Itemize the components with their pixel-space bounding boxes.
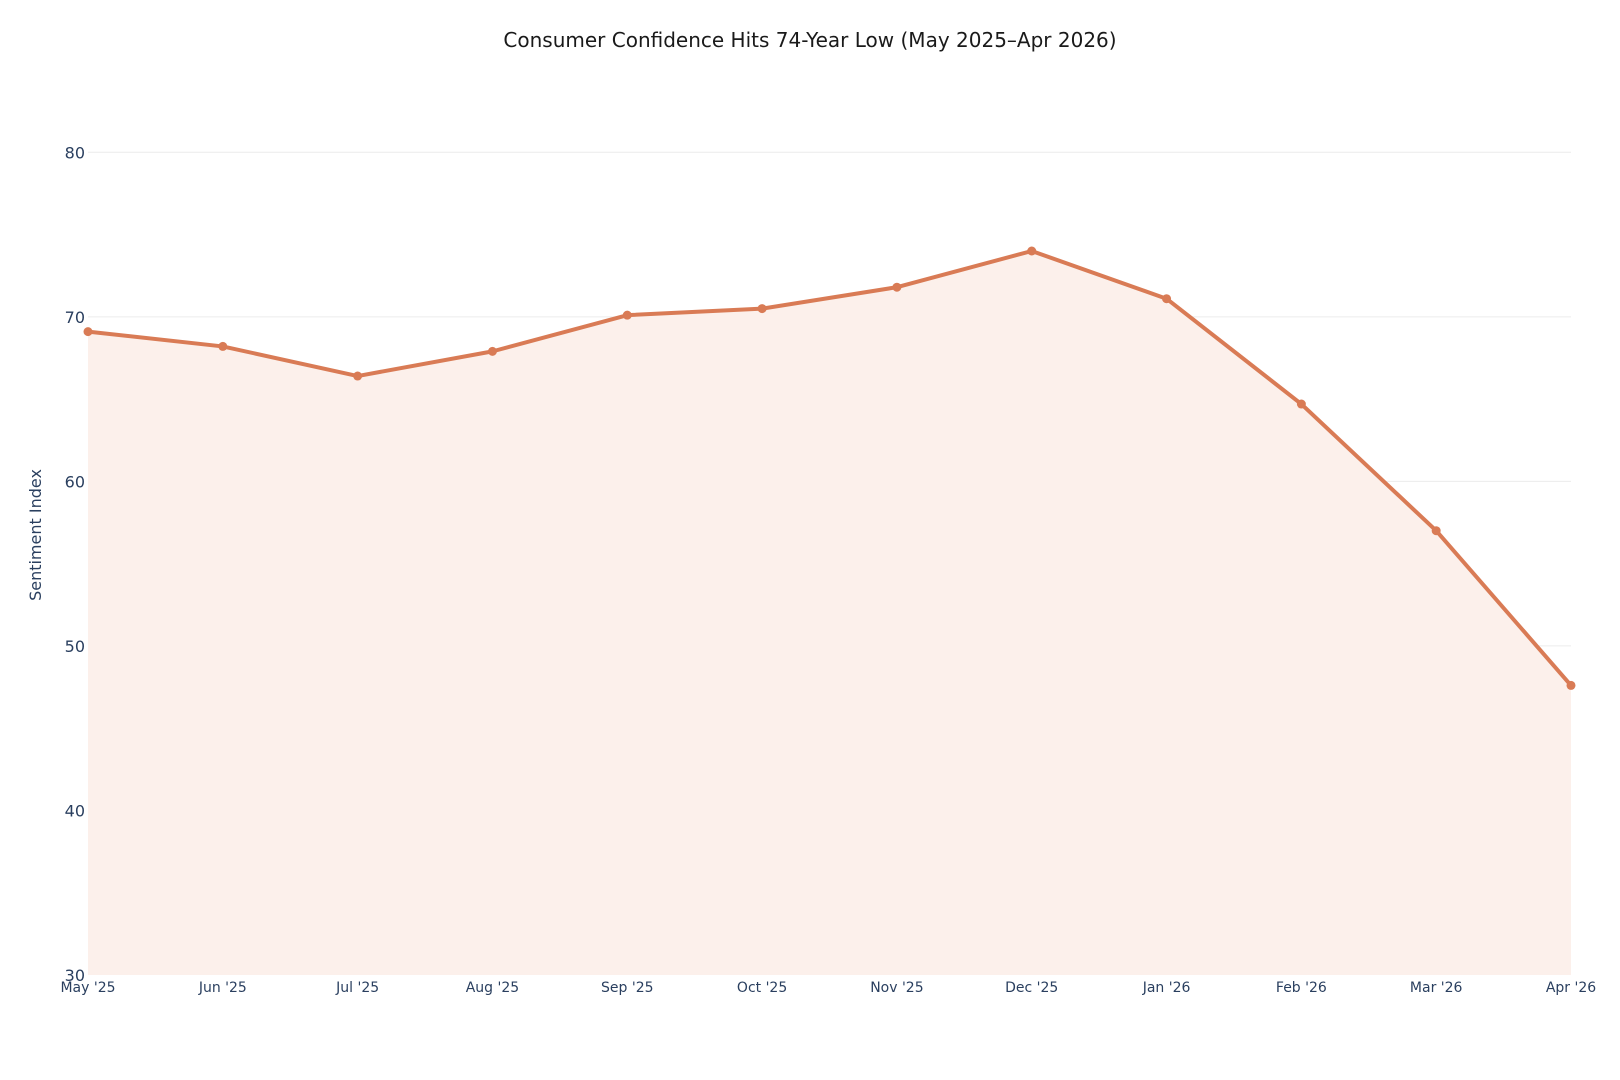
x-tick-label: May '25 — [60, 980, 115, 996]
y-tick-label: 50 — [65, 637, 85, 656]
data-point — [1027, 246, 1037, 256]
series-line — [86, 249, 1573, 688]
area-fill — [88, 251, 1571, 975]
data-point — [892, 282, 902, 292]
x-tick-label: Jul '25 — [335, 980, 379, 996]
data-point — [757, 304, 767, 314]
y-axis-ticks: 30 40 50 60 70 80 — [65, 143, 85, 985]
x-tick-label: Nov '25 — [870, 980, 923, 996]
data-point — [1296, 399, 1306, 409]
x-tick-label: Feb '26 — [1276, 980, 1327, 996]
y-tick-label: 60 — [65, 472, 85, 491]
x-tick-label: Mar '26 — [1410, 980, 1463, 996]
x-tick-label: Sep '25 — [601, 980, 654, 996]
x-axis-ticks: May '25 Jun '25 Jul '25 Aug '25 Sep '25 Oct '… — [60, 980, 1596, 996]
data-point — [83, 327, 93, 337]
data-point — [487, 346, 497, 356]
data-point — [1566, 680, 1576, 690]
x-tick-label: Aug '25 — [466, 980, 519, 996]
x-tick-label: Oct '25 — [737, 980, 787, 996]
chart-title: Consumer Confidence Hits 74-Year Low (Ma… — [503, 28, 1116, 52]
y-tick-label: 40 — [65, 801, 85, 820]
y-axis-label: Sentiment Index — [26, 469, 45, 601]
data-point — [622, 310, 632, 320]
data-points — [83, 246, 1576, 690]
x-tick-label: Jun '25 — [198, 980, 247, 996]
x-tick-label: Dec '25 — [1005, 980, 1058, 996]
y-tick-label: 80 — [65, 143, 85, 162]
x-tick-label: Jan '26 — [1142, 980, 1191, 996]
data-point — [353, 371, 363, 381]
y-tick-label: 30 — [65, 966, 85, 985]
data-point — [1162, 294, 1172, 304]
y-tick-label: 70 — [65, 308, 85, 327]
x-tick-label: Apr '26 — [1546, 980, 1596, 996]
data-point — [1431, 526, 1441, 536]
data-point — [218, 341, 228, 351]
